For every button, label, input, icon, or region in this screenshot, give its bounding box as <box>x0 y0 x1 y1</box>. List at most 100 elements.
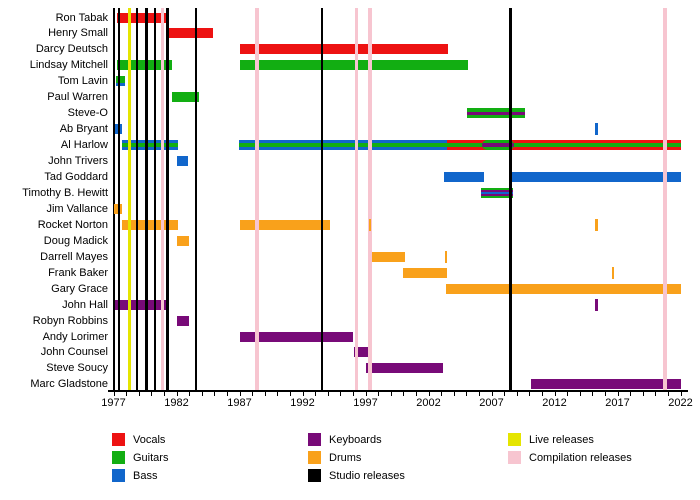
role-stripe-keyboards <box>480 189 513 192</box>
member-label: Lindsay Mitchell <box>29 59 108 72</box>
x-axis-tick <box>214 392 216 396</box>
timeline-bar <box>239 219 331 230</box>
x-axis-line <box>108 390 688 392</box>
timeline-bar <box>166 28 214 39</box>
legend-swatch-bass <box>112 468 125 482</box>
member-label: Steve Soucy <box>46 362 108 375</box>
member-label: Paul Warren <box>47 91 108 104</box>
member-label: Tom Lavin <box>57 75 108 88</box>
role-stripe-bass <box>444 172 484 182</box>
role-stripe-keyboards <box>366 363 443 374</box>
role-stripe-vocals <box>447 146 682 151</box>
legend-label-vocals: Vocals <box>133 434 166 446</box>
x-axis-tick <box>516 392 518 396</box>
x-axis-year-label: 2017 <box>605 397 630 409</box>
role-stripe-drums <box>403 267 448 278</box>
legend-label-keyboards: Keyboards <box>329 434 382 446</box>
role-stripe-keyboards <box>177 315 190 326</box>
x-axis-tick <box>302 392 304 396</box>
legend-swatch-vocals <box>112 433 125 446</box>
role-stripe-vocals <box>166 28 214 39</box>
x-axis-tick <box>226 392 228 396</box>
member-label: Darrell Mayes <box>40 250 108 263</box>
x-axis-tick <box>403 392 405 396</box>
timeline-bar <box>117 60 173 71</box>
compilation-release-line <box>368 8 372 390</box>
x-axis-tick <box>277 392 279 396</box>
x-axis-tick <box>365 392 367 396</box>
timeline-bar <box>239 44 449 55</box>
x-axis-tick <box>541 392 543 396</box>
x-axis-year-label: 1992 <box>290 397 315 409</box>
x-axis-tick <box>667 392 669 396</box>
role-stripe-guitars <box>238 143 448 147</box>
timeline-bar <box>511 172 682 182</box>
x-axis-tick <box>592 392 594 396</box>
x-axis-tick <box>579 392 581 396</box>
member-label: Darcy Deutsch <box>35 43 108 56</box>
timeline-bar <box>403 267 448 278</box>
compilation-release-line <box>663 8 667 390</box>
role-stripe-bass <box>122 140 178 144</box>
timeline-bar <box>177 315 190 326</box>
role-stripe-guitars <box>482 140 515 144</box>
role-stripe-guitars <box>117 60 173 71</box>
role-stripe-guitars <box>239 60 468 71</box>
x-axis-tick <box>655 392 657 396</box>
legend-swatch-drums <box>308 451 321 464</box>
member-label: John Trivers <box>48 155 108 168</box>
x-axis-year-label: 1987 <box>227 397 252 409</box>
x-axis-tick <box>604 392 606 396</box>
role-stripe-drums <box>122 219 178 230</box>
role-stripe-keyboards <box>480 193 513 196</box>
studio-release-line <box>320 8 324 390</box>
timeline-bar <box>466 108 525 119</box>
x-axis-tick <box>252 392 254 396</box>
role-stripe-guitars <box>466 108 525 112</box>
x-axis-tick <box>642 392 644 396</box>
member-label: Al Harlow <box>60 139 108 152</box>
x-axis-tick <box>567 392 569 396</box>
role-stripe-guitars <box>172 92 200 103</box>
legend-swatch-studio <box>308 468 321 482</box>
x-axis-tick <box>554 392 556 396</box>
x-axis-year-label: 2022 <box>668 397 693 409</box>
member-label: Ab Bryant <box>59 123 108 136</box>
role-stripe-guitars <box>480 187 513 190</box>
timeline-bar <box>177 156 188 167</box>
role-stripe-keyboards <box>531 379 682 390</box>
x-axis-tick <box>466 392 468 396</box>
role-stripe-vocals <box>117 12 167 23</box>
role-stripe-bass <box>116 82 125 87</box>
role-stripe-bass <box>238 146 448 151</box>
member-label: Marc Gladstone <box>30 378 108 391</box>
timeline-bar <box>531 379 682 390</box>
timeline-bar <box>239 331 353 342</box>
role-stripe-drums <box>371 251 406 262</box>
timeline-bar <box>354 347 369 358</box>
legend-label-bass: Bass <box>133 469 158 482</box>
role-stripe-keyboards <box>239 331 353 342</box>
role-stripe-bass <box>177 156 188 167</box>
x-axis-tick <box>327 392 329 396</box>
x-axis-tick <box>630 392 632 396</box>
role-stripe-guitars <box>480 195 513 198</box>
legend-label-compilation: Compilation releases <box>529 452 632 464</box>
x-axis-year-label: 2002 <box>416 397 441 409</box>
x-axis-tick <box>491 392 493 396</box>
role-stripe-guitars <box>116 76 125 80</box>
legend-swatch-live <box>508 433 521 446</box>
role-stripe-guitars <box>466 114 525 119</box>
x-axis-tick <box>201 392 203 396</box>
x-axis-tick <box>138 392 140 396</box>
x-axis-tick <box>680 392 682 396</box>
studio-release-line <box>194 8 198 390</box>
x-axis-tick <box>504 392 506 396</box>
member-label: Andy Lorimer <box>42 330 108 343</box>
x-axis-tick <box>176 392 178 396</box>
timeline-bar <box>239 60 468 71</box>
compilation-release-line <box>354 8 359 390</box>
member-label: Jim Vallance <box>46 202 108 215</box>
compilation-release-line <box>255 8 259 390</box>
member-label: Tad Goddard <box>44 171 108 183</box>
